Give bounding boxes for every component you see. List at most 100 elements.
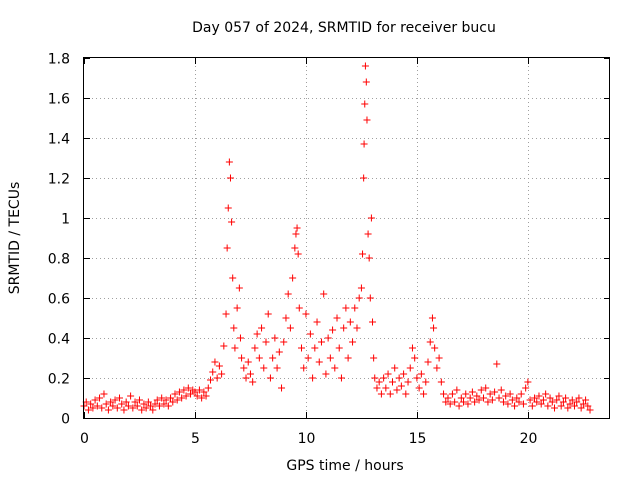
data-points — [80, 62, 594, 414]
data-point-marker — [406, 364, 414, 372]
data-point-marker — [286, 324, 294, 332]
data-point-marker — [193, 392, 201, 400]
data-point-marker — [535, 392, 543, 400]
data-point-marker — [120, 406, 128, 414]
y-tick-label: 1 — [61, 212, 70, 228]
data-point-marker — [555, 392, 563, 400]
data-point-marker — [131, 398, 139, 406]
data-point-marker — [236, 334, 244, 342]
data-point-marker — [346, 318, 354, 326]
data-point-marker — [113, 404, 121, 412]
data-point-marker — [311, 344, 319, 352]
data-point-marker — [107, 398, 115, 406]
data-point-marker — [537, 400, 545, 408]
data-point-marker — [255, 354, 263, 362]
data-point-marker — [124, 402, 132, 410]
data-point-marker — [457, 394, 465, 402]
data-point-marker — [491, 388, 499, 396]
data-point-marker — [118, 400, 126, 408]
data-point-marker — [426, 338, 434, 346]
data-point-marker — [322, 370, 330, 378]
data-point-marker — [162, 396, 170, 404]
x-tick-label: 0 — [80, 431, 89, 447]
data-point-marker — [151, 400, 159, 408]
data-point-marker — [304, 354, 312, 362]
data-point-marker — [293, 224, 301, 232]
data-point-marker — [282, 314, 290, 322]
data-point-marker — [508, 396, 516, 404]
data-point-marker — [430, 324, 438, 332]
data-point-marker — [566, 400, 574, 408]
data-point-marker — [260, 364, 268, 372]
y-tick-label: 1.8 — [48, 52, 70, 68]
data-point-marker — [531, 394, 539, 402]
data-point-marker — [502, 392, 510, 400]
data-point-marker — [313, 318, 321, 326]
data-point-marker — [495, 394, 503, 402]
data-point-marker — [349, 338, 357, 346]
data-point-marker — [180, 386, 188, 394]
data-point-marker — [89, 404, 97, 412]
data-point-marker — [371, 374, 379, 382]
data-point-marker — [209, 368, 217, 376]
data-point-marker — [411, 354, 419, 362]
data-point-marker — [420, 390, 428, 398]
data-point-marker — [251, 344, 259, 352]
data-point-marker — [431, 344, 439, 352]
data-point-marker — [167, 394, 175, 402]
y-tick-label: 0.6 — [48, 292, 70, 308]
x-tick-label: 20 — [520, 431, 538, 447]
data-point-marker — [542, 390, 550, 398]
data-point-marker — [455, 402, 463, 410]
data-point-marker — [300, 364, 308, 372]
data-point-marker — [320, 290, 328, 298]
data-point-marker — [249, 378, 257, 386]
data-point-marker — [562, 394, 570, 402]
data-point-marker — [262, 338, 270, 346]
data-point-marker — [388, 378, 396, 386]
data-point-marker — [220, 342, 228, 350]
data-point-marker — [238, 354, 246, 362]
x-tick-label: 5 — [191, 431, 200, 447]
data-point-marker — [91, 396, 99, 404]
data-point-marker — [484, 398, 492, 406]
data-point-marker — [333, 314, 341, 322]
data-point-marker — [370, 354, 378, 362]
data-point-marker — [513, 394, 521, 402]
data-point-marker — [355, 294, 363, 302]
data-point-marker — [393, 386, 401, 394]
data-point-marker — [284, 290, 292, 298]
y-tick-label: 1.2 — [48, 172, 70, 188]
data-point-marker — [564, 404, 572, 412]
data-point-marker — [362, 78, 370, 86]
data-point-marker — [544, 402, 552, 410]
data-point-marker — [226, 174, 234, 182]
data-point-marker — [224, 204, 232, 212]
y-axis-label: SRMTID / TECUs — [7, 182, 23, 295]
data-point-marker — [269, 354, 277, 362]
data-point-marker — [546, 394, 554, 402]
data-point-marker — [213, 374, 221, 382]
data-point-marker — [584, 402, 592, 410]
plot-frame — [83, 57, 610, 419]
data-point-marker — [448, 390, 456, 398]
data-point-marker — [479, 394, 487, 402]
data-point-marker — [295, 304, 303, 312]
data-point-marker — [191, 388, 199, 396]
data-point-marker — [160, 400, 168, 408]
x-tick-label: 10 — [298, 431, 316, 447]
data-point-marker — [486, 390, 494, 398]
data-point-marker — [147, 402, 155, 410]
data-point-marker — [582, 396, 590, 404]
data-point-marker — [553, 396, 561, 404]
data-point-marker — [129, 404, 137, 412]
data-point-marker — [335, 344, 343, 352]
data-point-marker — [223, 244, 231, 252]
data-point-marker — [404, 378, 412, 386]
data-point-marker — [207, 376, 215, 384]
grid-lines — [84, 58, 610, 418]
data-point-marker — [528, 402, 536, 410]
data-point-marker — [364, 230, 372, 238]
data-point-marker — [361, 100, 369, 108]
